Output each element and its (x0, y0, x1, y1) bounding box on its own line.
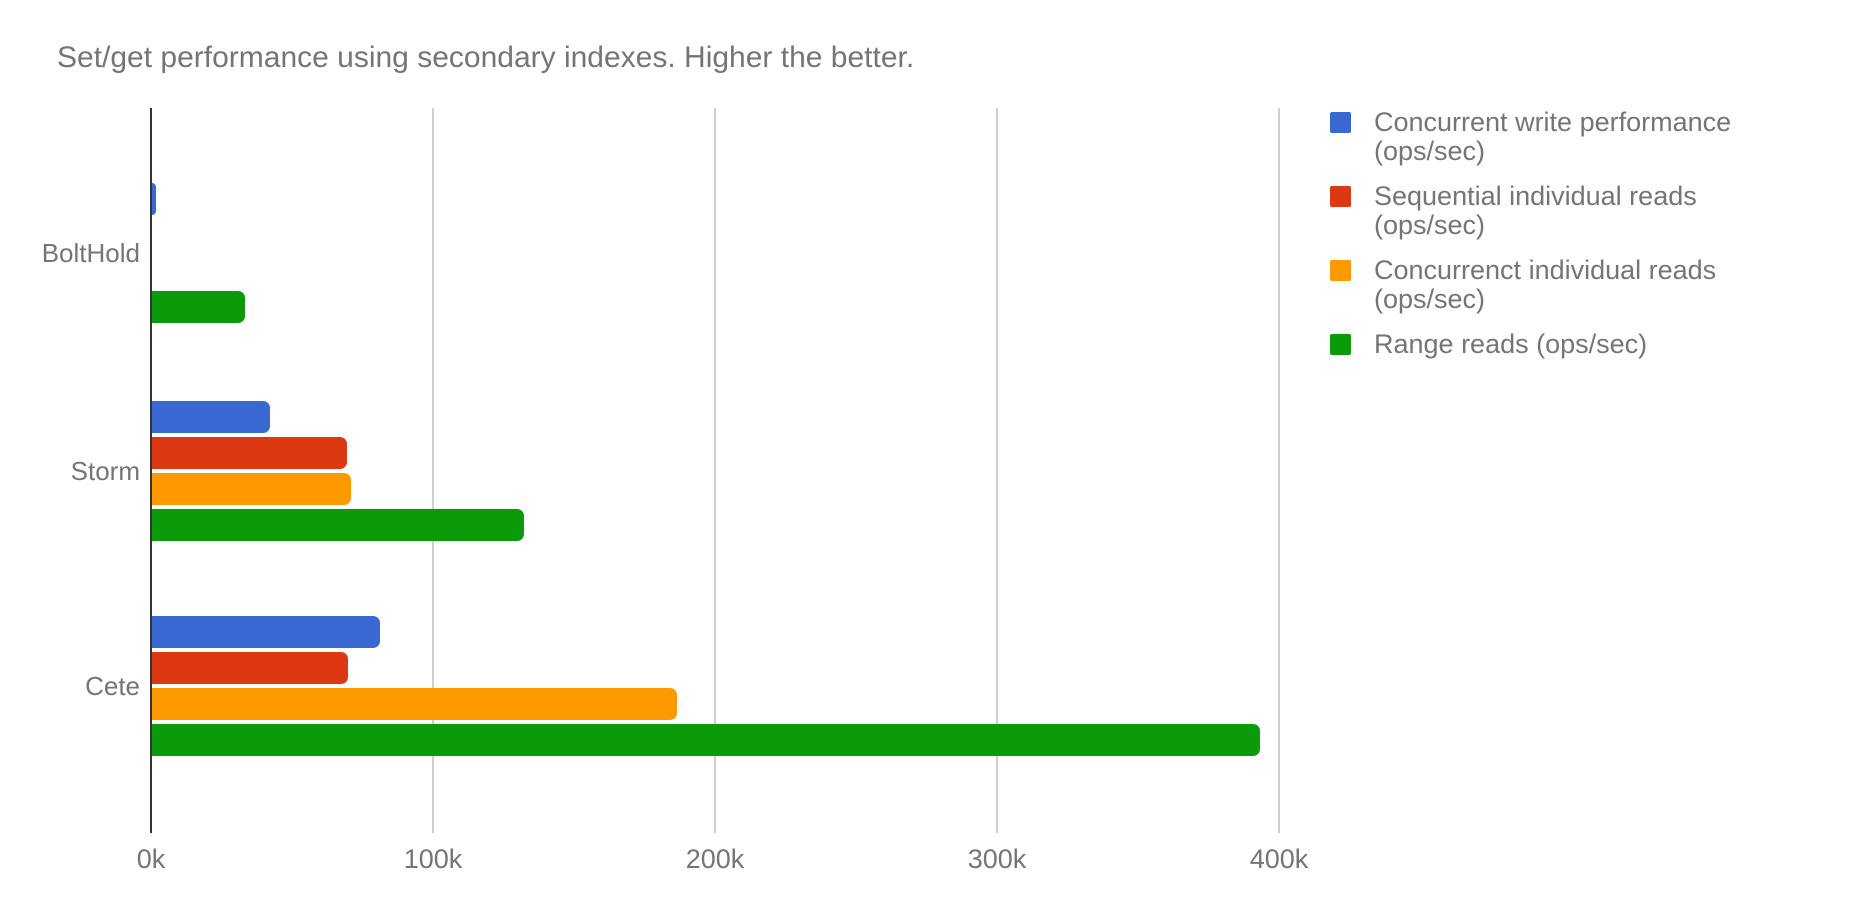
category-label: BoltHold (41, 238, 140, 268)
legend-item: Concurrent write performance (ops/sec) (1330, 108, 1810, 166)
legend-swatch (1330, 112, 1351, 133)
gridline-100k (432, 108, 434, 833)
legend-item: Concurrenct individual reads (ops/sec) (1330, 256, 1810, 314)
x-tick-label: 0k (136, 844, 166, 874)
gridline-400k (1278, 108, 1280, 833)
bar-cete-series2 (152, 652, 348, 684)
bar-bolthold-series1 (152, 183, 156, 215)
legend-label: Range reads (ops/sec) (1374, 329, 1648, 359)
x-tick-label: 100k (403, 844, 463, 874)
gridline-200k (714, 108, 716, 833)
bar-cete-series4 (152, 724, 1261, 756)
category-label: Storm (70, 456, 140, 486)
bar-cete-series3 (152, 688, 677, 720)
bar-storm-series4 (152, 509, 525, 541)
bar-cete-series1 (152, 616, 381, 648)
legend-label: Concurrenct individual reads (ops/sec) (1374, 255, 1717, 314)
legend: Concurrent write performance (ops/sec) Se… (1330, 108, 1810, 359)
legend-swatch (1330, 186, 1351, 207)
legend-item: Range reads (ops/sec) (1330, 330, 1810, 359)
bar-storm-series1 (152, 401, 271, 433)
bar-storm-series2 (152, 437, 347, 469)
gridline-300k (996, 108, 998, 833)
x-tick-label: 200k (685, 844, 745, 874)
legend-swatch (1330, 334, 1351, 355)
y-axis-line (150, 108, 152, 833)
legend-label: Concurrent write performance (ops/sec) (1374, 107, 1732, 166)
bar-bolthold-series4 (152, 291, 246, 323)
chart-title: Set/get performance using secondary inde… (57, 41, 915, 74)
legend-item: Sequential individual reads (ops/sec) (1330, 182, 1810, 240)
legend-swatch (1330, 260, 1351, 281)
category-label: Cete (85, 671, 140, 701)
bar-storm-series3 (152, 473, 351, 505)
x-tick-label: 300k (967, 844, 1027, 874)
legend-label: Sequential individual reads (ops/sec) (1374, 181, 1697, 240)
x-tick-label: 400k (1249, 844, 1309, 874)
